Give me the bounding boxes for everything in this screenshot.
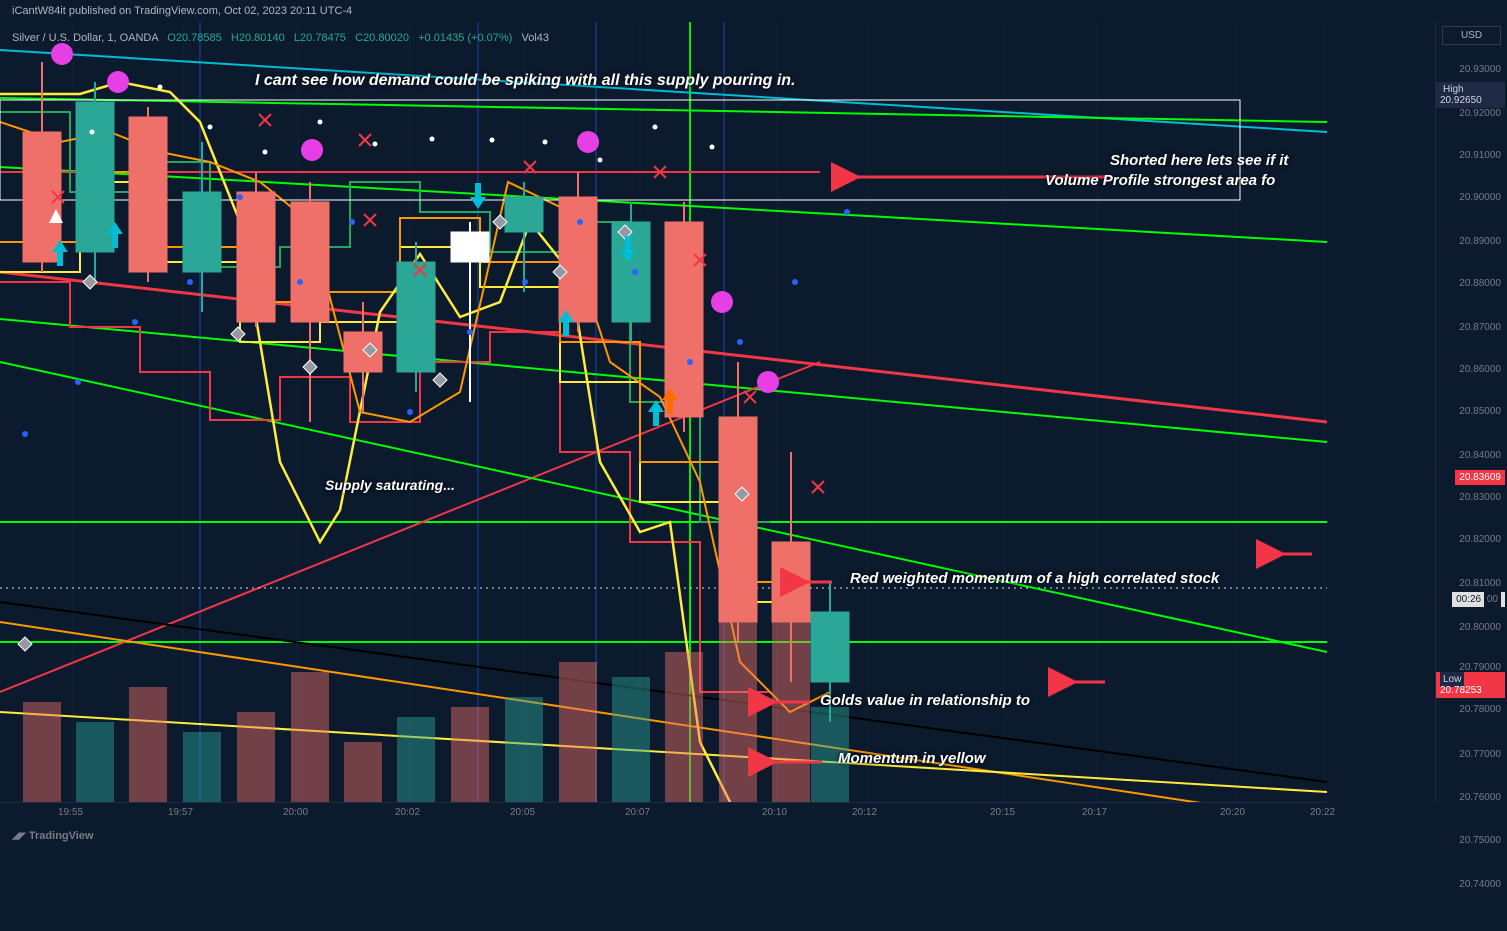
price-tick: 20.77000 — [1459, 749, 1501, 760]
publish-text: iCantW84it published on TradingView.com,… — [12, 5, 352, 17]
open-value: 20.78585 — [176, 32, 222, 44]
price-tick: 20.92000 — [1459, 108, 1501, 119]
low-value: 20.78475 — [300, 32, 346, 44]
price-tick: 20.84000 — [1459, 450, 1501, 461]
close-value: 20.80020 — [363, 32, 409, 44]
time-tick: 20:15 — [990, 807, 1015, 818]
price-tick: 20.82000 — [1459, 534, 1501, 545]
chart-svg — [0, 22, 1327, 802]
time-tick: 20:22 — [1310, 807, 1335, 818]
tradingview-logo: ◢◤ TradingView — [12, 830, 94, 842]
price-tick: 20.75000 — [1459, 835, 1501, 846]
high-label: H — [231, 32, 239, 44]
price-tick: 20.78000 — [1459, 704, 1501, 715]
time-tick: 20:20 — [1220, 807, 1245, 818]
price-badge: Low 20.78253 — [1436, 672, 1505, 698]
price-tick: 20.89000 — [1459, 236, 1501, 247]
price-tick: 20.80000 — [1459, 622, 1501, 633]
time-tick: 20:07 — [625, 807, 650, 818]
price-tick: 20.88000 — [1459, 278, 1501, 289]
price-tick: 20.81000 — [1459, 578, 1501, 589]
price-tick: 20.90000 — [1459, 192, 1501, 203]
price-badge: 00:26 00 — [1452, 592, 1505, 607]
price-tick: 20.85000 — [1459, 406, 1501, 417]
time-tick: 20:17 — [1082, 807, 1107, 818]
price-tick: 20.87000 — [1459, 322, 1501, 333]
time-axis[interactable]: 19:55 19:57 20:00 20:02 20:05 20:07 20:10 20:12… — [0, 802, 1327, 826]
vol-value: 43 — [537, 32, 549, 44]
chart-annotation[interactable]: Golds value in relationship to — [820, 692, 1030, 709]
chart-annotation[interactable]: Shorted here lets see if it — [1110, 152, 1288, 169]
time-tick: 19:57 — [168, 807, 193, 818]
price-tick: 20.91000 — [1459, 150, 1501, 161]
chart-canvas[interactable]: I cant see how demand could be spiking w… — [0, 22, 1327, 802]
price-badge: 20.83609 — [1455, 470, 1505, 485]
price-badge: High 20.92650 — [1436, 82, 1505, 108]
chart-annotation[interactable]: I cant see how demand could be spiking w… — [255, 72, 796, 90]
time-tick: 20:05 — [510, 807, 535, 818]
time-tick: 20:12 — [852, 807, 877, 818]
price-tick: 20.74000 — [1459, 879, 1501, 890]
time-tick: 20:10 — [762, 807, 787, 818]
time-tick: 19:55 — [58, 807, 83, 818]
logo-text: TradingView — [29, 830, 94, 842]
time-tick: 20:02 — [395, 807, 420, 818]
close-label: C — [355, 32, 363, 44]
open-label: O — [167, 32, 176, 44]
chart-annotation[interactable]: Volume Profile strongest area fo — [1045, 172, 1275, 189]
price-tick: 20.93000 — [1459, 64, 1501, 75]
symbol-pair: Silver / U.S. Dollar, 1, OANDA — [12, 32, 158, 44]
price-tick: 20.86000 — [1459, 364, 1501, 375]
currency-badge[interactable]: USD — [1442, 26, 1501, 45]
price-tick: 20.76000 — [1459, 792, 1501, 803]
chart-annotation[interactable]: Supply saturating... — [325, 477, 455, 493]
change-value: +0.01435 (+0.07%) — [418, 32, 512, 44]
time-tick: 20:00 — [283, 807, 308, 818]
chart-annotation[interactable]: Momentum in yellow — [838, 750, 986, 767]
high-value: 20.80140 — [239, 32, 285, 44]
price-axis[interactable]: USD 20.93000 20.92000 20.91000 20.90000 20.8… — [1435, 22, 1507, 802]
publish-header: iCantW84it published on TradingView.com,… — [0, 0, 1507, 22]
vol-label: Vol — [521, 32, 536, 44]
symbol-info-bar: Silver / U.S. Dollar, 1, OANDA O20.78585… — [12, 32, 549, 44]
chart-annotation[interactable]: Red weighted momentum of a high correlat… — [850, 570, 1219, 587]
price-tick: 20.83000 — [1459, 492, 1501, 503]
